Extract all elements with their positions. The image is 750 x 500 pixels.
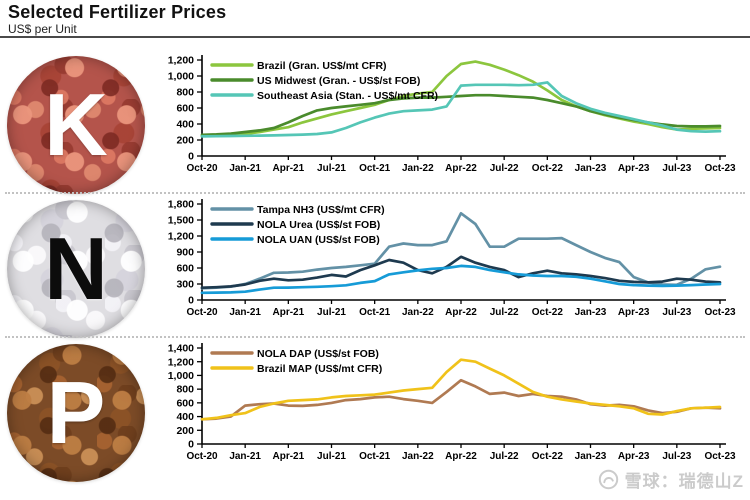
svg-text:600: 600 (176, 397, 194, 409)
svg-text:800: 800 (176, 384, 194, 396)
svg-text:Apr-23: Apr-23 (618, 163, 650, 174)
svg-text:Oct-22: Oct-22 (532, 451, 564, 462)
svg-text:400: 400 (176, 411, 194, 423)
potash-price-chart: 0 200 400 600 800 1,000 1,200 Oct-20 Jan-21 Apr-2… (168, 55, 736, 174)
svg-text:Jul-22: Jul-22 (490, 163, 519, 174)
svg-text:Oct-23: Oct-23 (704, 307, 736, 318)
page-subtitle: US$ per Unit (8, 22, 77, 36)
svg-text:Apr-22: Apr-22 (445, 451, 477, 462)
watermark-text: 雪球：瑞德山Z (624, 472, 744, 491)
svg-text:Jul-22: Jul-22 (490, 451, 519, 462)
svg-text:300: 300 (176, 279, 194, 291)
svg-text:Jan-22: Jan-22 (402, 307, 434, 318)
svg-text:600: 600 (176, 263, 194, 275)
svg-text:Oct-21: Oct-21 (359, 163, 391, 174)
svg-text:1,400: 1,400 (168, 343, 194, 355)
svg-text:1,000: 1,000 (168, 370, 194, 382)
svg-text:Oct-20: Oct-20 (186, 451, 218, 462)
svg-text:Oct-23: Oct-23 (704, 163, 736, 174)
series-line (200, 60, 722, 138)
svg-text:Jul-21: Jul-21 (317, 307, 346, 318)
svg-text:Jul-22: Jul-22 (490, 307, 519, 318)
legend-label: NOLA Urea (US$/st FOB) (257, 219, 380, 231)
series-line (200, 378, 722, 421)
svg-text:Apr-23: Apr-23 (618, 307, 650, 318)
svg-text:Jul-21: Jul-21 (317, 451, 346, 462)
svg-text:Oct-20: Oct-20 (186, 163, 218, 174)
svg-text:1,500: 1,500 (168, 215, 194, 227)
legend-label: NOLA DAP (US$/st FOB) (257, 348, 379, 360)
svg-text:1,000: 1,000 (168, 71, 194, 83)
svg-text:Jan-21: Jan-21 (229, 163, 261, 174)
svg-text:Apr-21: Apr-21 (272, 307, 304, 318)
nitrogen-prills-photo: N (7, 200, 145, 338)
svg-text:800: 800 (176, 87, 194, 99)
svg-text:Jul-23: Jul-23 (662, 451, 691, 462)
phosphate-granules-photo: P (7, 344, 145, 482)
legend-label: Brazil MAP (US$/mt CFR) (257, 363, 382, 375)
nutrient-letter-n: N (44, 219, 108, 318)
svg-text:Jul-23: Jul-23 (662, 307, 691, 318)
svg-text:Oct-23: Oct-23 (704, 451, 736, 462)
svg-text:Oct-21: Oct-21 (359, 307, 391, 318)
svg-text:Jul-21: Jul-21 (317, 163, 346, 174)
svg-text:Oct-20: Oct-20 (186, 307, 218, 318)
legend-label: NOLA UAN (US$/st FOB) (257, 234, 380, 246)
svg-text:Apr-22: Apr-22 (445, 163, 477, 174)
svg-text:0: 0 (188, 151, 194, 163)
section-separator (5, 336, 745, 338)
svg-text:0: 0 (188, 295, 194, 307)
svg-text:600: 600 (176, 103, 194, 115)
legend-label: US Midwest (Gran. - US$/st FOB) (257, 75, 420, 87)
section-separator (5, 192, 745, 194)
series-line (200, 264, 722, 295)
svg-text:Jan-22: Jan-22 (402, 163, 434, 174)
svg-text:Jan-21: Jan-21 (229, 307, 261, 318)
svg-text:200: 200 (176, 425, 194, 437)
svg-text:Apr-23: Apr-23 (618, 451, 650, 462)
series-line (200, 211, 722, 290)
potash-granules-photo: K (7, 56, 145, 194)
svg-text:Jan-21: Jan-21 (229, 451, 261, 462)
svg-text:Apr-21: Apr-21 (272, 163, 304, 174)
watermark: 雪球：瑞德山Z (598, 467, 744, 492)
series-line (200, 255, 722, 290)
svg-text:Oct-22: Oct-22 (532, 307, 564, 318)
nutrient-letter-p: P (46, 363, 106, 462)
svg-text:400: 400 (176, 119, 194, 131)
svg-text:1,200: 1,200 (168, 356, 194, 368)
svg-text:Apr-21: Apr-21 (272, 451, 304, 462)
svg-text:Jan-23: Jan-23 (575, 163, 607, 174)
svg-text:Jan-22: Jan-22 (402, 451, 434, 462)
title-divider (0, 36, 750, 38)
legend-label: Southeast Asia (Stan. - US$/mt CFR) (257, 90, 438, 102)
svg-text:900: 900 (176, 247, 194, 259)
svg-text:Jan-23: Jan-23 (575, 307, 607, 318)
svg-text:1,200: 1,200 (168, 55, 194, 67)
legend-label: Tampa NH3 (US$/mt CFR) (257, 204, 385, 216)
legend-label: Brazil (Gran. US$/mt CFR) (257, 60, 387, 72)
series-line (200, 358, 722, 421)
series-line (200, 81, 722, 138)
page-title: Selected Fertilizer Prices (8, 2, 227, 22)
svg-text:1,200: 1,200 (168, 231, 194, 243)
nitrogen-price-chart: 0 300 600 900 1,200 1,500 1,800 Oct-20 Jan-21 Apr… (168, 199, 736, 318)
svg-text:200: 200 (176, 135, 194, 147)
xueqiu-logo-icon (598, 469, 618, 490)
svg-text:Apr-22: Apr-22 (445, 307, 477, 318)
svg-text:1,800: 1,800 (168, 199, 194, 211)
svg-text:Oct-22: Oct-22 (532, 163, 564, 174)
svg-text:Jan-23: Jan-23 (575, 451, 607, 462)
svg-text:Jul-23: Jul-23 (662, 163, 691, 174)
svg-text:0: 0 (188, 439, 194, 451)
svg-text:Oct-21: Oct-21 (359, 451, 391, 462)
nutrient-letter-k: K (44, 75, 108, 174)
